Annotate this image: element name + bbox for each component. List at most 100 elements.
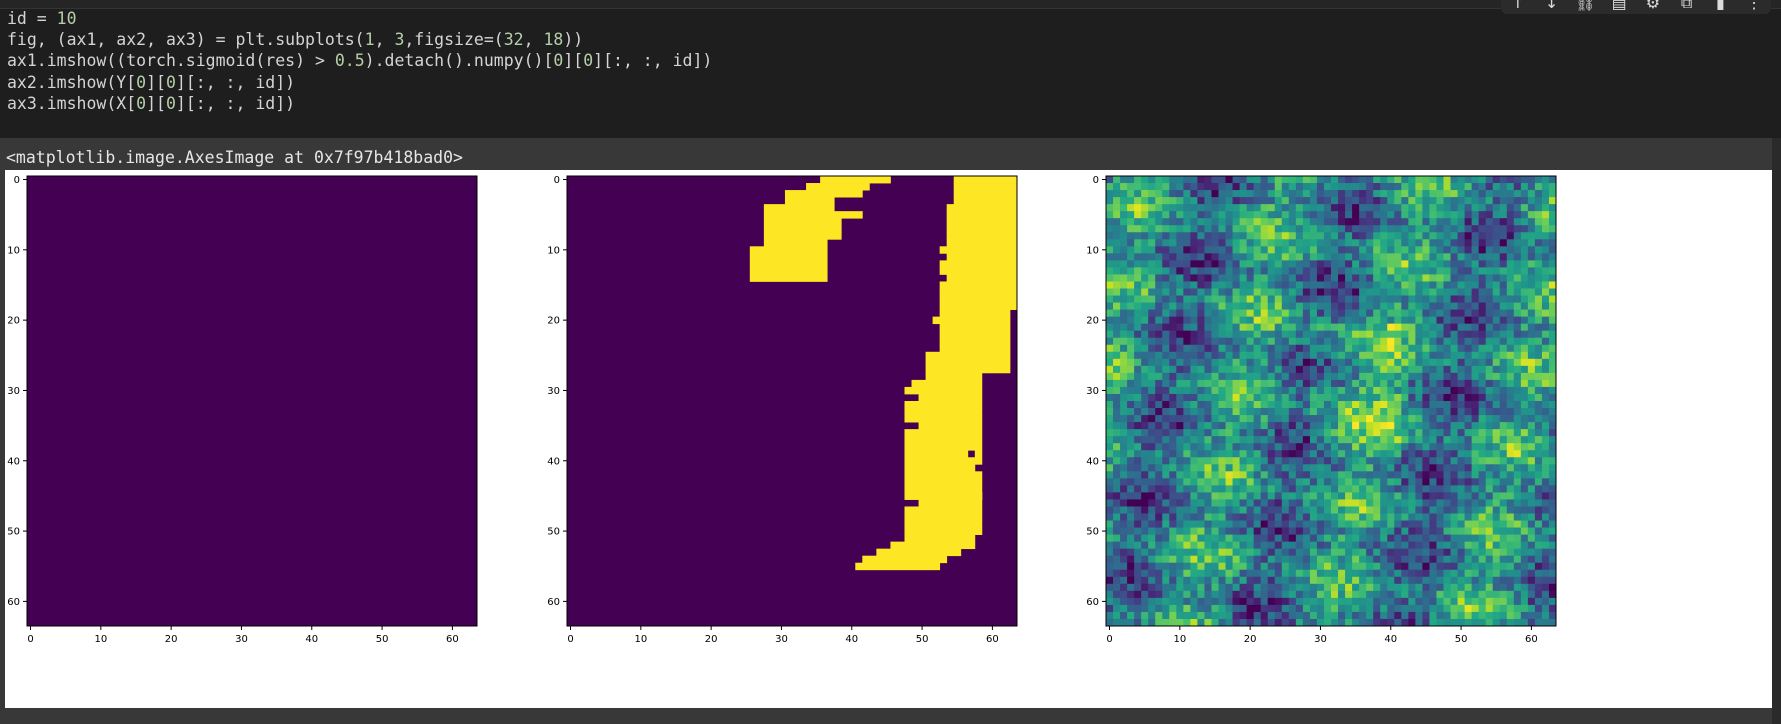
heatmap-cell: [1155, 408, 1162, 415]
code-cell[interactable]: id = 10 fig, (ax1, ax2, ax3) = plt.subplo…: [0, 0, 1781, 138]
heatmap-cell: [1268, 436, 1275, 443]
heatmap-cell: [1479, 246, 1486, 253]
heatmap-cell: [1275, 176, 1282, 183]
heatmap-cell: [1324, 338, 1331, 345]
link-icon[interactable]: ⛓: [1572, 0, 1598, 14]
heatmap-cell: [1535, 211, 1542, 218]
scrollbar[interactable]: [1772, 138, 1781, 724]
heatmap-cell: [1493, 478, 1500, 485]
heatmap-background: [27, 176, 477, 626]
heatmap-cell: [1387, 211, 1394, 218]
heatmap-cell: [1422, 450, 1429, 457]
heatmap-cell: [1127, 183, 1134, 190]
heatmap-cell: [1296, 359, 1303, 366]
heatmap-cell: [1211, 317, 1218, 324]
heatmap-cell: [1458, 211, 1465, 218]
heatmap-cell: [1338, 274, 1345, 281]
heatmap-cell: [1296, 429, 1303, 436]
move-down-icon[interactable]: ↓: [1539, 0, 1565, 14]
heatmap-cell: [1261, 281, 1268, 288]
heatmap-cell: [1324, 591, 1331, 598]
heatmap-cell: [1472, 605, 1479, 612]
heatmap-cell: [1549, 373, 1556, 380]
heatmap-cell: [1373, 542, 1380, 549]
heatmap-cell: [1380, 352, 1387, 359]
heatmap-cell: [1444, 331, 1451, 338]
heatmap-cell: [1380, 366, 1387, 373]
heatmap-cell: [1289, 605, 1296, 612]
heatmap-cell: [1226, 443, 1233, 450]
heatmap-cell: [1204, 605, 1211, 612]
settings-icon[interactable]: ⚙: [1640, 0, 1666, 14]
heatmap-cell: [1444, 281, 1451, 288]
heatmap-cell: [1486, 190, 1493, 197]
heatmap-cell: [1254, 584, 1261, 591]
delete-icon[interactable]: ▮: [1707, 0, 1733, 14]
heatmap-cell: [1338, 331, 1345, 338]
heatmap-cell: [1373, 253, 1380, 260]
heatmap-cell: [1415, 408, 1422, 415]
heatmap-cell: [1204, 514, 1211, 521]
heatmap-cell: [1176, 246, 1183, 253]
comment-icon[interactable]: ▤: [1606, 0, 1632, 14]
heatmap-cell: [1226, 281, 1233, 288]
heatmap-cell: [1113, 521, 1120, 528]
heatmap-cell: [1303, 584, 1310, 591]
heatmap-cell: [1359, 394, 1366, 401]
heatmap-cell: [1310, 225, 1317, 232]
heatmap-cell: [1479, 577, 1486, 584]
heatmap-cell: [1458, 218, 1465, 225]
heatmap-cell: [1176, 499, 1183, 506]
code-token: 0: [136, 73, 146, 92]
heatmap-cell: [1465, 253, 1472, 260]
heatmap-cell: [1275, 605, 1282, 612]
move-up-icon[interactable]: ↑: [1505, 0, 1531, 14]
heatmap-cell: [1436, 281, 1443, 288]
heatmap-cell: [1226, 303, 1233, 310]
heatmap-cell: [1204, 366, 1211, 373]
heatmap-cell: [1219, 499, 1226, 506]
heatmap-cell: [1408, 303, 1415, 310]
heatmap-cell: [1458, 549, 1465, 556]
heatmap-cell: [1486, 183, 1493, 190]
heatmap-cell: [1282, 478, 1289, 485]
heatmap-cell: [1500, 394, 1507, 401]
heatmap-cell: [1500, 485, 1507, 492]
heatmap-cell: [1141, 506, 1148, 513]
heatmap-cell: [1219, 274, 1226, 281]
heatmap-cell: [1366, 274, 1373, 281]
heatmap-cell: [1204, 253, 1211, 260]
mirror-cell-icon[interactable]: ⧉: [1674, 0, 1700, 14]
heatmap-cell: [1155, 176, 1162, 183]
heatmap-cell: [1465, 598, 1472, 605]
heatmap-cell: [1183, 521, 1190, 528]
heatmap-cell: [1268, 542, 1275, 549]
more-icon[interactable]: ⋮: [1741, 0, 1767, 14]
heatmap-cell: [1458, 535, 1465, 542]
heatmap-cell: [1204, 570, 1211, 577]
heatmap-cell: [1401, 605, 1408, 612]
heatmap-cell: [1542, 197, 1549, 204]
heatmap-cell: [1134, 345, 1141, 352]
heatmap-cell: [1183, 556, 1190, 563]
heatmap-cell: [1338, 401, 1345, 408]
heatmap-cell: [1500, 542, 1507, 549]
heatmap-cell: [1190, 457, 1197, 464]
heatmap-cell: [1204, 359, 1211, 366]
heatmap-cell: [1254, 352, 1261, 359]
heatmap-cell: [1472, 232, 1479, 239]
heatmap-cell: [1535, 619, 1542, 626]
heatmap-cell: [1254, 246, 1261, 253]
heatmap-cell: [1549, 232, 1556, 239]
heatmap-cell: [1479, 598, 1486, 605]
heatmap-cell: [1331, 267, 1338, 274]
heatmap-cell: [1366, 387, 1373, 394]
heatmap-cell: [1394, 450, 1401, 457]
heatmap-cell: [1282, 521, 1289, 528]
heatmap-cell: [1141, 176, 1148, 183]
heatmap-cell: [1338, 289, 1345, 296]
heatmap-cell: [1162, 253, 1169, 260]
heatmap-cell: [1458, 331, 1465, 338]
heatmap-cell: [1289, 267, 1296, 274]
heatmap-cell: [1429, 422, 1436, 429]
